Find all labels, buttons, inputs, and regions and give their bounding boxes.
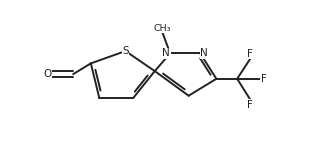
Text: N: N xyxy=(163,48,170,58)
Text: N: N xyxy=(200,48,208,58)
Text: CH₃: CH₃ xyxy=(154,24,171,33)
Text: F: F xyxy=(261,74,267,84)
Text: O: O xyxy=(43,69,52,79)
Text: F: F xyxy=(247,100,253,110)
Text: S: S xyxy=(122,46,129,56)
Text: F: F xyxy=(247,49,253,59)
